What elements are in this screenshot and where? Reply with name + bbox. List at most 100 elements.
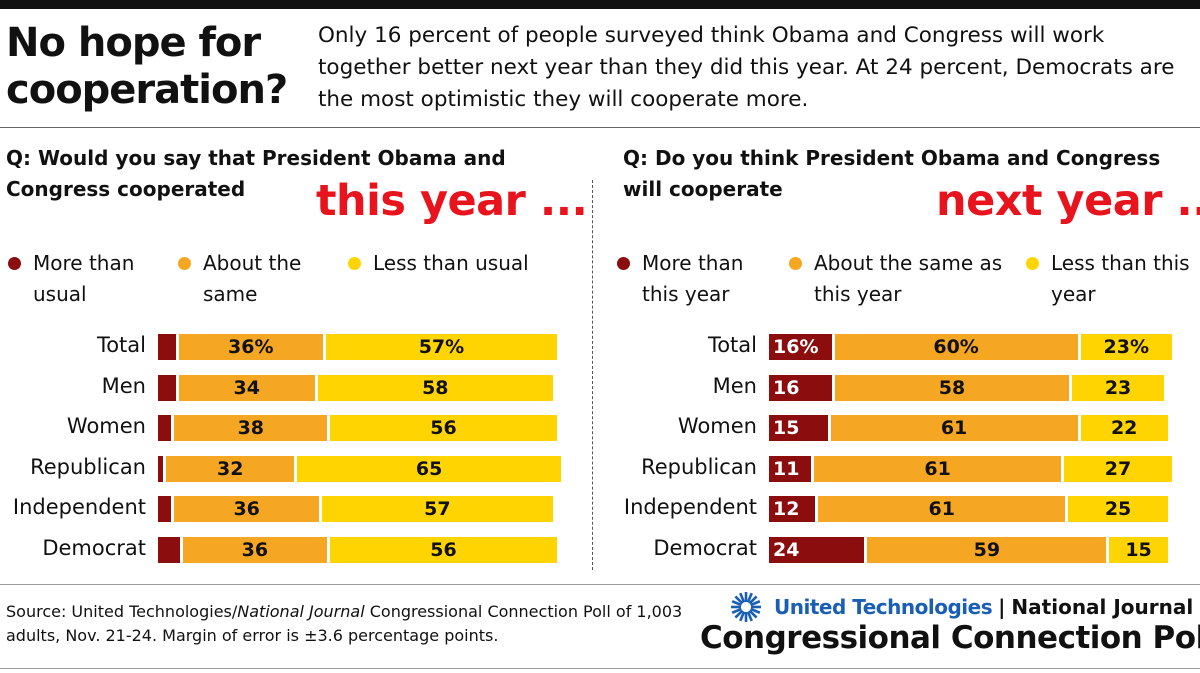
data-label: 61 (924, 457, 951, 480)
bar-segment: 57 (322, 496, 556, 523)
legend-swatch-more (8, 257, 21, 270)
category-label: Women (677, 414, 757, 439)
bar-segment: 5 (158, 374, 198, 401)
legend-label: More than usual (33, 251, 135, 306)
logo-ray (739, 592, 746, 603)
data-label: 58 (938, 376, 966, 399)
brand-separator: | (998, 595, 1006, 619)
bar-segment: 61 (830, 415, 1081, 442)
logo-ray (748, 609, 758, 619)
bar-segment: 15 (769, 415, 831, 442)
data-label: 36% (228, 336, 274, 358)
source-note: Source: United Technologies/National Jou… (6, 600, 686, 648)
bar-segment: 65 (297, 455, 564, 482)
brand-national-journal: National Journal (1011, 595, 1194, 619)
bar-segment: 5% (158, 334, 217, 360)
category-label: Total (96, 333, 146, 357)
bar-segment: 15 (1109, 537, 1171, 563)
logo-ray (739, 611, 746, 622)
united-technologies-logo-icon (731, 592, 761, 622)
bar-segment: 23 (1072, 374, 1167, 401)
bar-segment: 16 (769, 374, 835, 401)
legend-swatch-same (789, 257, 802, 270)
brand-united-technologies: United Technologies (774, 595, 993, 619)
poll-name: Congressional Connection Poll (700, 620, 1200, 656)
legend-swatch-more (617, 257, 630, 270)
legend-label: About the same (203, 251, 302, 306)
legend-label: More than this year (642, 251, 744, 306)
bar-segment: 57% (326, 334, 560, 360)
bar-segment: 36 (174, 496, 322, 523)
bar-segment: 38 (174, 415, 331, 442)
divider-vertical (592, 180, 593, 570)
bar-segment: 60% (834, 334, 1081, 360)
bar-segment: 24 (769, 537, 868, 563)
category-label: Men (101, 373, 146, 398)
bar-segment: 11 (769, 455, 815, 482)
data-label: 23% (1103, 336, 1149, 358)
logo-ray (750, 607, 761, 614)
data-label: 34 (233, 376, 260, 399)
bar-segment: 36 (182, 537, 331, 563)
logo-ray (746, 611, 753, 622)
bar-segment: 27 (1064, 455, 1175, 482)
bar-segment: 2 (158, 455, 185, 482)
bar-segment: 58 (834, 374, 1073, 401)
divider-footer (0, 668, 1200, 669)
bar-segment: 12 (769, 496, 819, 523)
data-label: 25 (1104, 498, 1132, 521)
source-publication: National Journal (237, 602, 365, 621)
category-label: Democrat (42, 536, 146, 560)
data-label: 61 (940, 417, 968, 440)
period-next-year: next year ... (936, 176, 1200, 226)
data-label: 57% (418, 336, 465, 358)
question-this-year: Q: Would you say that President Obama an… (6, 146, 506, 201)
intro-text: Only 16 percent of people surveyed think… (318, 23, 1175, 112)
bar-segment: 4 (158, 415, 194, 442)
category-label: Independent (12, 495, 146, 520)
divider-bottom (0, 584, 1200, 585)
bar-segment: 56 (330, 537, 560, 563)
legend-label: Less than this year (1051, 251, 1190, 306)
data-label: 60% (933, 336, 979, 358)
data-label: 22 (1110, 417, 1138, 440)
logo-ray (731, 600, 742, 607)
data-label: 12 (773, 498, 800, 521)
bar-segment: 56 (330, 415, 560, 442)
logo-ray (734, 609, 744, 619)
bar-segment: 59 (867, 537, 1110, 563)
logo-ray (746, 592, 753, 603)
bar-segment: 36% (178, 334, 327, 360)
bar-segment: 22 (1080, 415, 1171, 442)
data-label: 27 (1104, 457, 1132, 480)
period-this-year: this year ... (316, 176, 588, 226)
logo-ray (734, 595, 744, 605)
logo-ray (748, 595, 758, 605)
logo-ray (750, 600, 761, 607)
category-label: Democrat (653, 536, 757, 560)
bar-segment: 23% (1080, 334, 1175, 360)
data-label: 58 (422, 376, 449, 399)
category-label: Total (707, 333, 757, 357)
page-title: No hope for cooperation? (6, 20, 288, 113)
data-label: 15 (1125, 539, 1152, 561)
divider-top (0, 127, 1200, 128)
category-label: Republican (30, 454, 146, 479)
category-label: Independent (623, 495, 757, 520)
data-label: 56 (430, 539, 457, 561)
category-label: Men (712, 373, 757, 398)
top-bar (0, 0, 1200, 9)
bar-segment: 34 (178, 374, 318, 401)
legend-swatch-less (1026, 257, 1039, 270)
data-label: 57 (424, 498, 451, 521)
legend-swatch-less (348, 257, 361, 270)
category-label: Republican (641, 454, 757, 479)
bar-segment: 4 (158, 496, 194, 523)
data-label: 36 (241, 539, 269, 561)
bar-segment: 25 (1068, 496, 1171, 523)
category-label: Women (66, 414, 146, 439)
bar-segment: 61 (814, 455, 1065, 482)
data-label: 65 (415, 457, 443, 480)
bar-segment: 6 (158, 537, 202, 563)
legend-label: About the same as this year (814, 251, 1003, 306)
